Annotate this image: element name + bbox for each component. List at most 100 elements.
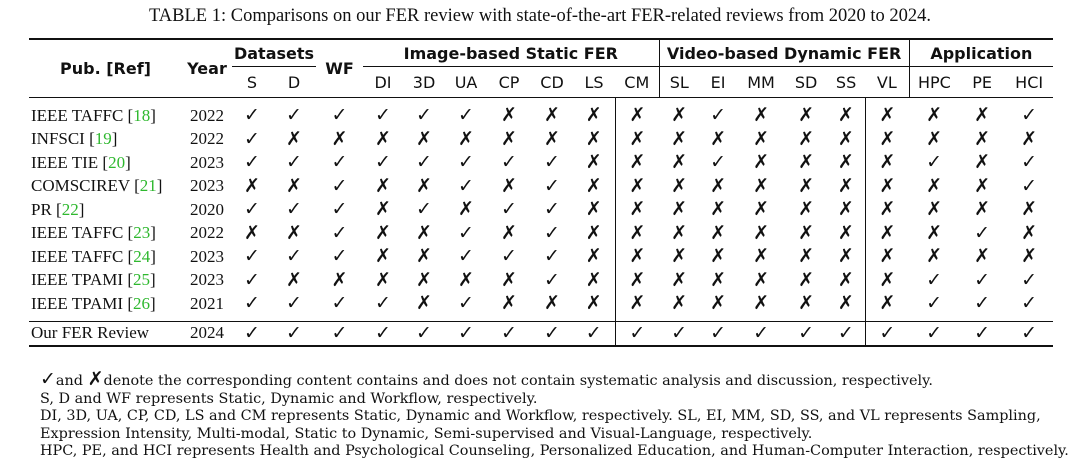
check-mark-icon: ✓ (286, 104, 302, 127)
check-mark-icon: ✓ (416, 321, 432, 344)
cross-mark-icon: ✗ (585, 174, 602, 197)
check-mark-icon: ✓ (331, 198, 348, 221)
cross-mark-icon: ✗ (926, 127, 943, 150)
ref-link[interactable]: 19 (94, 129, 112, 149)
cross-mark-icon: ✗ (585, 198, 602, 221)
ref-close: ] (156, 176, 163, 196)
ref-link[interactable]: 26 (133, 293, 150, 313)
cross-mark-icon: ✗ (798, 268, 815, 291)
ref-link[interactable]: 25 (133, 270, 150, 290)
table-row: COMSCIREV [21] 2023 ✗ ✗ ✓ ✗ ✗ ✓ ✗ ✓ ✗ ✗ ✗ ✗ ✗ ✗ ✗ ✗ ✗ ✗ ✓ (29, 174, 1053, 198)
cross-mark-icon: ✗ (753, 174, 770, 197)
check-mark-icon: ✓ (244, 321, 260, 344)
cross-mark-icon: ✗ (710, 292, 727, 315)
note-datasets: S, D and WF represents Static, Dynamic a… (40, 390, 538, 407)
table-row: IEEE TAFFC [24] 2023 ✓ ✓ ✓ ✗ ✗ ✓ ✓ ✓ ✗ ✗ ✗ ✗ ✗ ✗ ✗ ✗ ✗ ✗ ✗ (29, 245, 1053, 269)
note-symbols-text: denote the corresponding content contain… (103, 373, 933, 389)
cross-mark-icon: ✗ (798, 151, 815, 174)
cross-mark-icon: ✗ (614, 151, 660, 175)
cross-mark-icon: ✗ (710, 198, 727, 221)
cross-mark-icon: ✗ (753, 151, 770, 174)
check-mark-icon: ✓ (753, 321, 770, 344)
cross-mark-icon: ✗ (544, 127, 560, 150)
cross-mark-icon: ✗ (864, 97, 910, 128)
check-mark-icon: ✓ (974, 292, 991, 315)
cross-mark-icon: ✗ (926, 221, 943, 244)
note-applications: HPC, PE, and HCI represents Health and P… (40, 443, 1069, 460)
check-mark-icon: ✓ (416, 198, 432, 221)
pub-name: IEEE TPAMI [ (31, 293, 133, 313)
col-header-mm: MM (747, 72, 775, 92)
ref-link[interactable]: 24 (133, 246, 151, 266)
cross-mark-icon: ✗ (753, 221, 770, 244)
cross-mark-icon: ✗ (753, 292, 770, 315)
check-mark-icon: ✓ (244, 127, 260, 150)
header-year: Year (182, 38, 232, 98)
ref-link[interactable]: 22 (61, 199, 79, 219)
pub-name: IEEE TAFFC [ (31, 246, 134, 266)
cross-mark-icon: ✗ (671, 198, 688, 221)
cross-mark-icon: ✗ (864, 151, 910, 175)
check-mark-icon: ✓ (458, 321, 474, 344)
check-mark-icon: ✓ (1021, 321, 1038, 344)
cross-mark-icon: ✗ (864, 221, 910, 245)
pub-cell: PR [22] (29, 198, 182, 222)
pub-name: IEEE TAFFC [ (31, 223, 134, 243)
cross-mark-icon: ✗ (798, 174, 815, 197)
cross-mark-icon: ✗ (585, 104, 602, 127)
cross-mark-icon: ✗ (544, 292, 560, 315)
cross-mark-icon: ✗ (798, 245, 815, 268)
check-mark-icon: ✓ (286, 245, 302, 268)
cross-mark-icon: ✗ (614, 268, 660, 292)
cross-mark-icon: ✗ (1021, 221, 1038, 244)
col-header-ls: LS (584, 72, 604, 92)
year-cell: 2021 (190, 293, 224, 313)
note-symbols: ✓and ✗denote the corresponding content c… (40, 370, 1080, 391)
cross-mark-icon: ✗ (837, 104, 854, 127)
cross-mark-icon: ✗ (864, 245, 910, 269)
cross-mark-icon: ✗ (614, 97, 660, 128)
cross-mark-icon: ✗ (671, 221, 688, 244)
ref-close: ] (150, 270, 156, 290)
ref-link[interactable]: 23 (133, 223, 151, 243)
ref-link[interactable]: 21 (139, 176, 157, 196)
cross-mark-icon: ✗ (926, 245, 943, 268)
table-notes: ✓and ✗denote the corresponding content c… (40, 370, 1080, 461)
ref-link[interactable]: 18 (133, 105, 151, 125)
cross-mark-icon: ✗ (753, 104, 770, 127)
col-header-s: S (246, 72, 258, 92)
ref-link[interactable]: 20 (108, 152, 126, 172)
cross-mark-icon: ✗ (614, 127, 660, 151)
check-mark-icon: ✓ (458, 245, 474, 268)
cross-mark-icon: ✗ (710, 245, 727, 268)
check-mark-icon: ✓ (458, 221, 474, 244)
year-cell: 2024 (190, 323, 224, 343)
cross-mark-icon: ✗ (244, 221, 260, 244)
cross-mark-icon: ✗ (753, 245, 770, 268)
header-group-dynamic-fer: Video-based Dynamic FER (658, 38, 910, 67)
col-header-cm: CM (624, 72, 650, 92)
cross-mark-icon: ✗ (974, 104, 991, 127)
check-mark-icon: ✓ (331, 292, 348, 315)
year-cell: 2023 (190, 176, 224, 196)
cross-mark-icon: ✗ (375, 268, 391, 291)
check-mark-icon: ✓ (501, 198, 517, 221)
pub-cell: IEEE TAFFC [18] (29, 98, 182, 128)
cross-mark-icon: ✗ (375, 245, 391, 268)
cross-mark-icon: ✗ (753, 198, 770, 221)
year-cell: 2023 (190, 152, 224, 172)
check-mark-icon: ✓ (286, 292, 302, 315)
note-and: and (55, 373, 88, 389)
cross-mark-icon: ✗ (710, 174, 727, 197)
pub-name: IEEE TPAMI [ (31, 270, 133, 290)
cross-mark-icon: ✗ (458, 268, 474, 291)
col-header-d: D (287, 72, 301, 92)
check-mark-icon: ✓ (40, 368, 56, 390)
col-header-ei: EI (710, 72, 726, 92)
col-header-sl: SL (658, 66, 700, 98)
pub-cell: IEEE TPAMI [25] (29, 269, 182, 293)
table-body: IEEE TAFFC [18] 2022 ✓ ✓ ✓ ✓ ✓ ✓ ✗ ✗ ✗ ✗ ✗ ✓ ✗ ✗ ✗ ✗ ✗ ✗ ✓ IN… (29, 97, 1054, 346)
cross-mark-icon: ✗ (837, 245, 854, 268)
check-mark-icon: ✓ (585, 321, 602, 344)
cross-mark-icon: ✗ (926, 104, 943, 127)
